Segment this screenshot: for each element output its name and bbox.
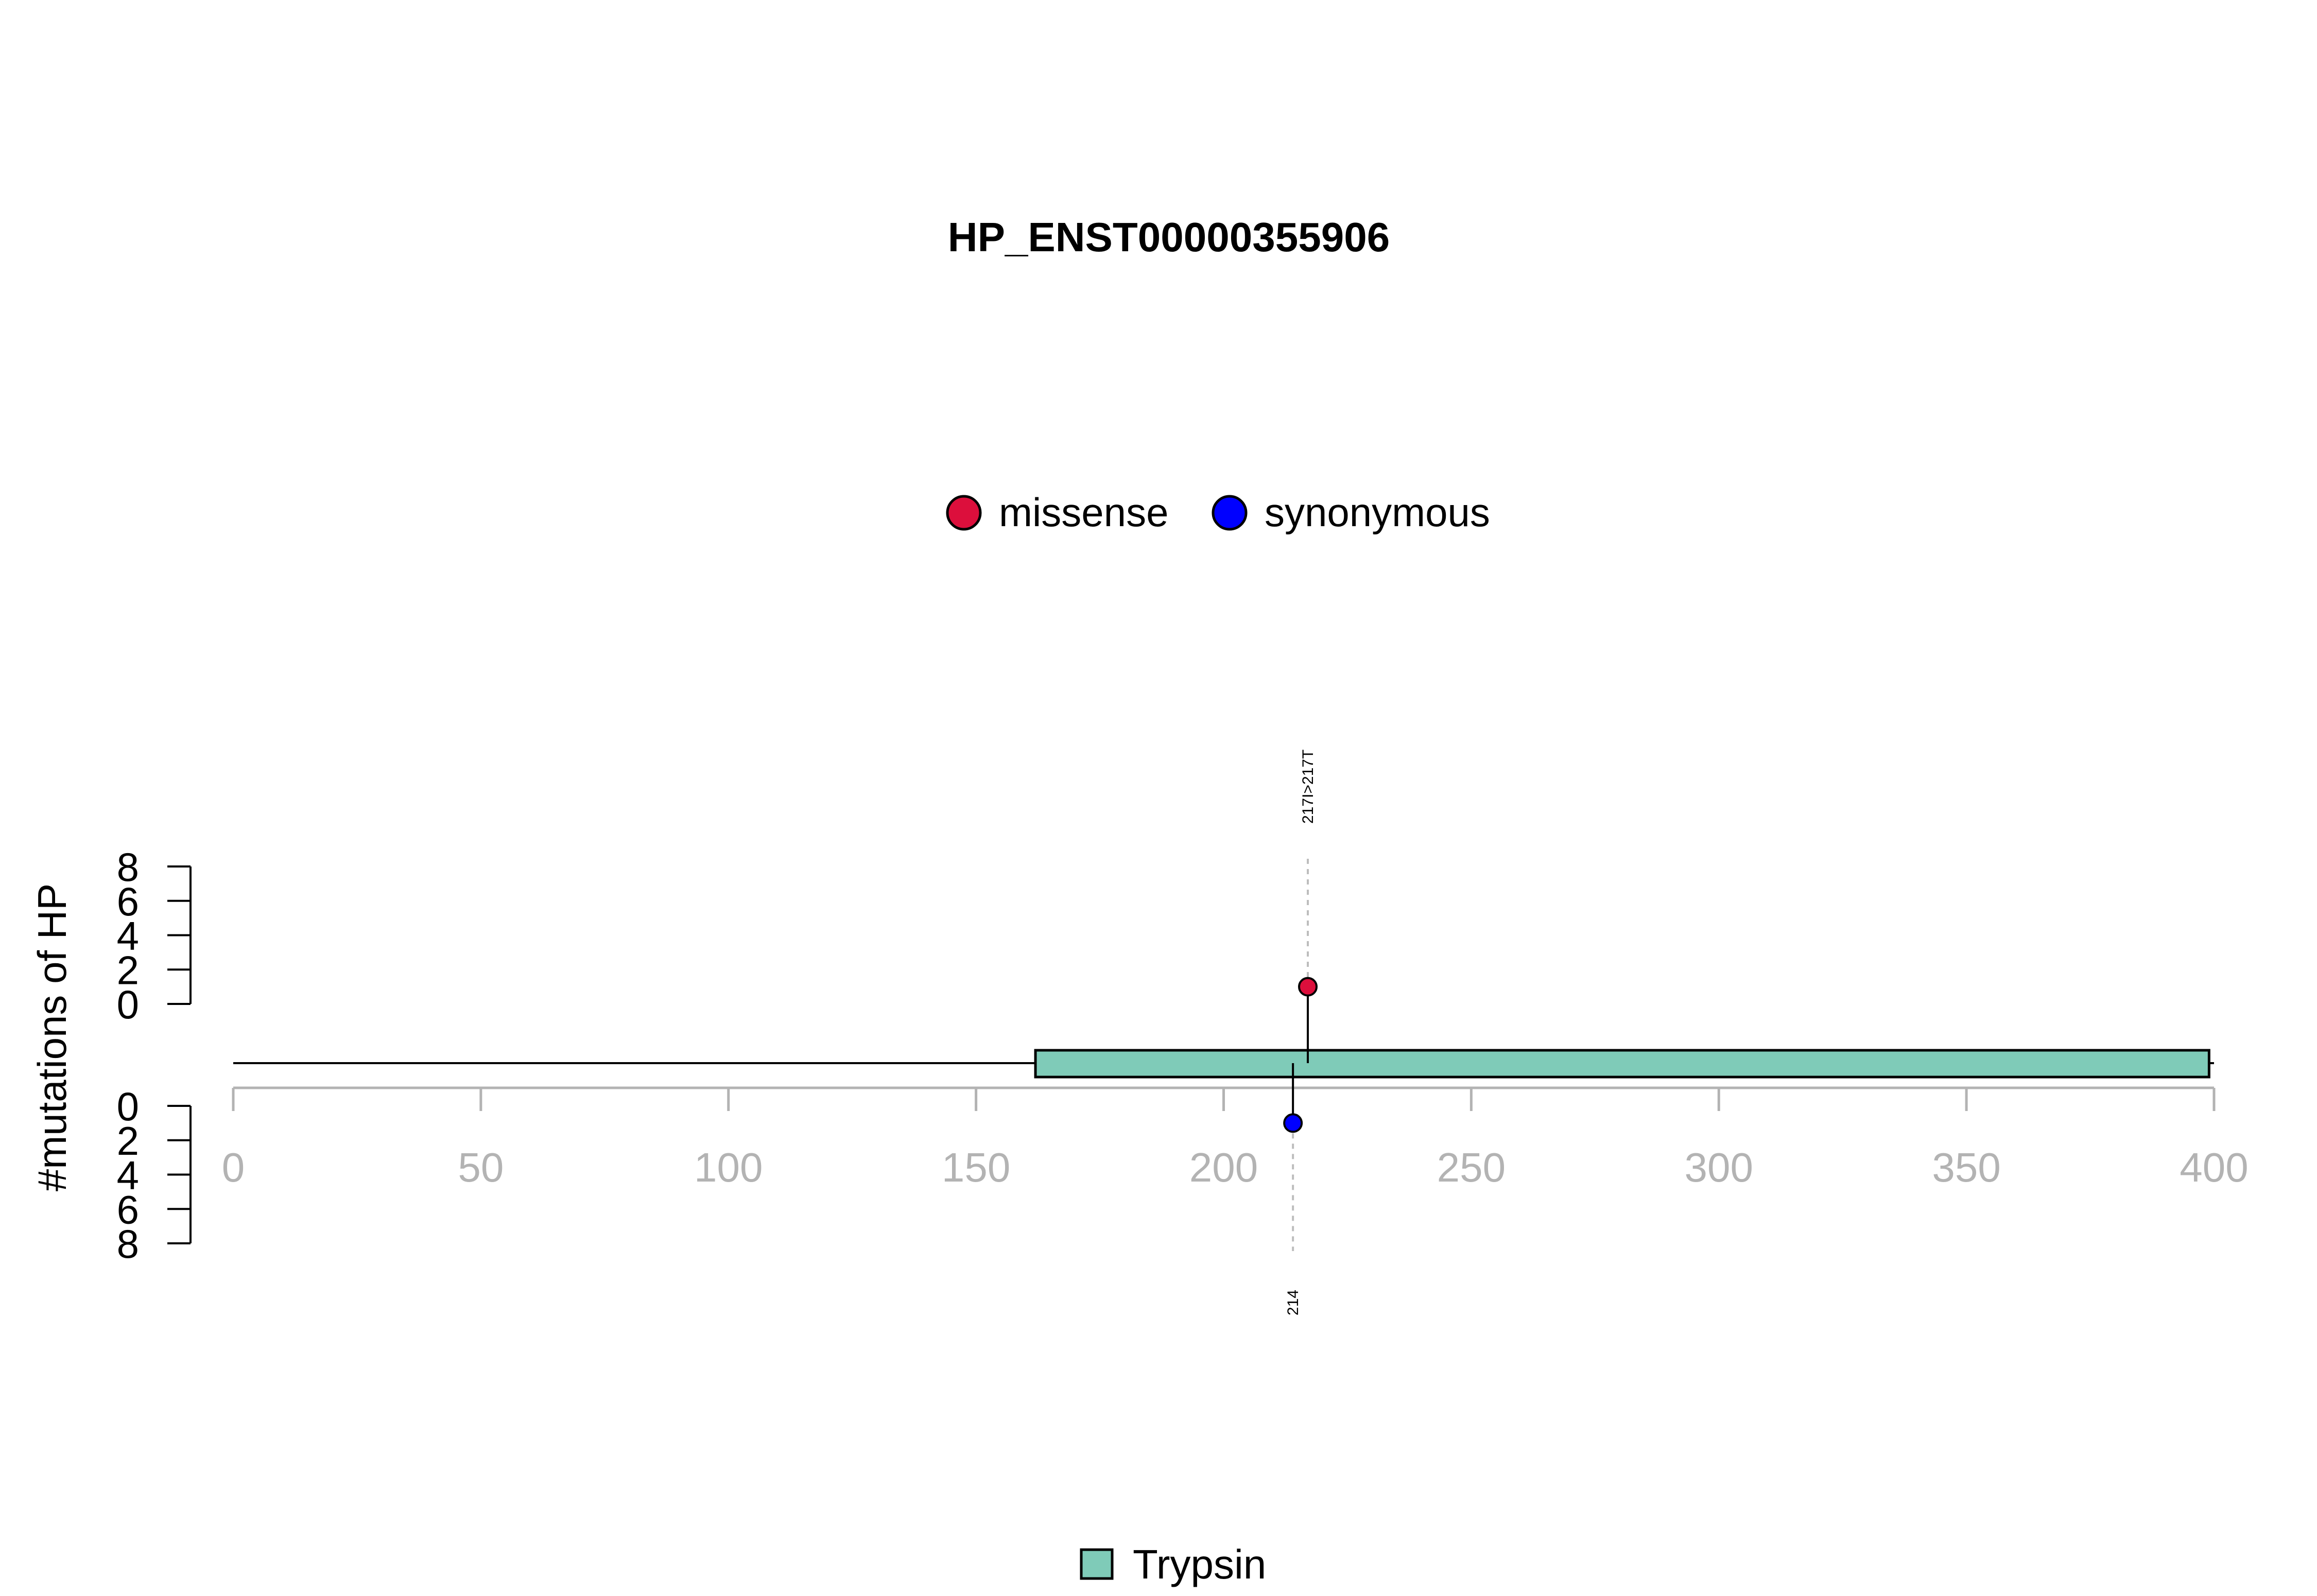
domains [1034,1049,2210,1079]
legend-marker-synonymous [1212,495,1248,531]
x-tick-label: 50 [458,1144,504,1190]
mutations: 217I>217T 214 [1283,750,1318,1315]
domain-Trypsin [1034,1049,2210,1079]
y-tick-label-bottom: 2 [117,1118,139,1164]
x-tick-label: 200 [1189,1144,1258,1190]
legend-label-Trypsin: Trypsin [1133,1541,1266,1587]
y-tick-label-top: 2 [117,947,139,993]
y-tick-label-bottom: 6 [117,1187,139,1232]
x-tick-label: 100 [694,1144,763,1190]
x-tick-label: 150 [942,1144,1010,1190]
legend-label-missense: missense [999,490,1168,535]
mutation-label-bottom: 214 [1285,1290,1302,1315]
x-tick-label: 350 [1932,1144,2000,1190]
y-tick-label-top: 8 [117,844,139,890]
x-tick-label: 250 [1437,1144,1506,1190]
chart-title: HP_ENST00000355906 [948,214,1390,260]
lollipop-head-missense [1298,977,1318,997]
legend-swatch-Trypsin [1080,1548,1114,1580]
y-tick-label-top: 0 [117,982,139,1027]
mutation-label-top: 217I>217T [1300,750,1317,824]
x-tick-label: 300 [1685,1144,1753,1190]
y-tick-label-top: 4 [117,913,139,959]
legend-marker-missense [946,495,982,531]
y-axis-label: #mutations of HP [29,883,75,1191]
legend-label-synonymous: synonymous [1265,490,1490,535]
lollipop-head-synonymous [1283,1113,1303,1133]
x-tick-label: 400 [2180,1144,2248,1190]
x-axis: 0 50 100 150 200 250 300 350 400 [222,1086,2249,1190]
y-tick-label-bottom: 0 [117,1084,139,1129]
y-tick-label-bottom: 8 [117,1221,139,1267]
legend-top: missense synonymous [946,490,1490,535]
y-tick-label-top: 6 [117,879,139,924]
x-tick-label: 0 [222,1144,245,1190]
y-tick-label-bottom: 4 [117,1153,139,1198]
legend-bottom: Trypsin [1080,1541,1266,1587]
